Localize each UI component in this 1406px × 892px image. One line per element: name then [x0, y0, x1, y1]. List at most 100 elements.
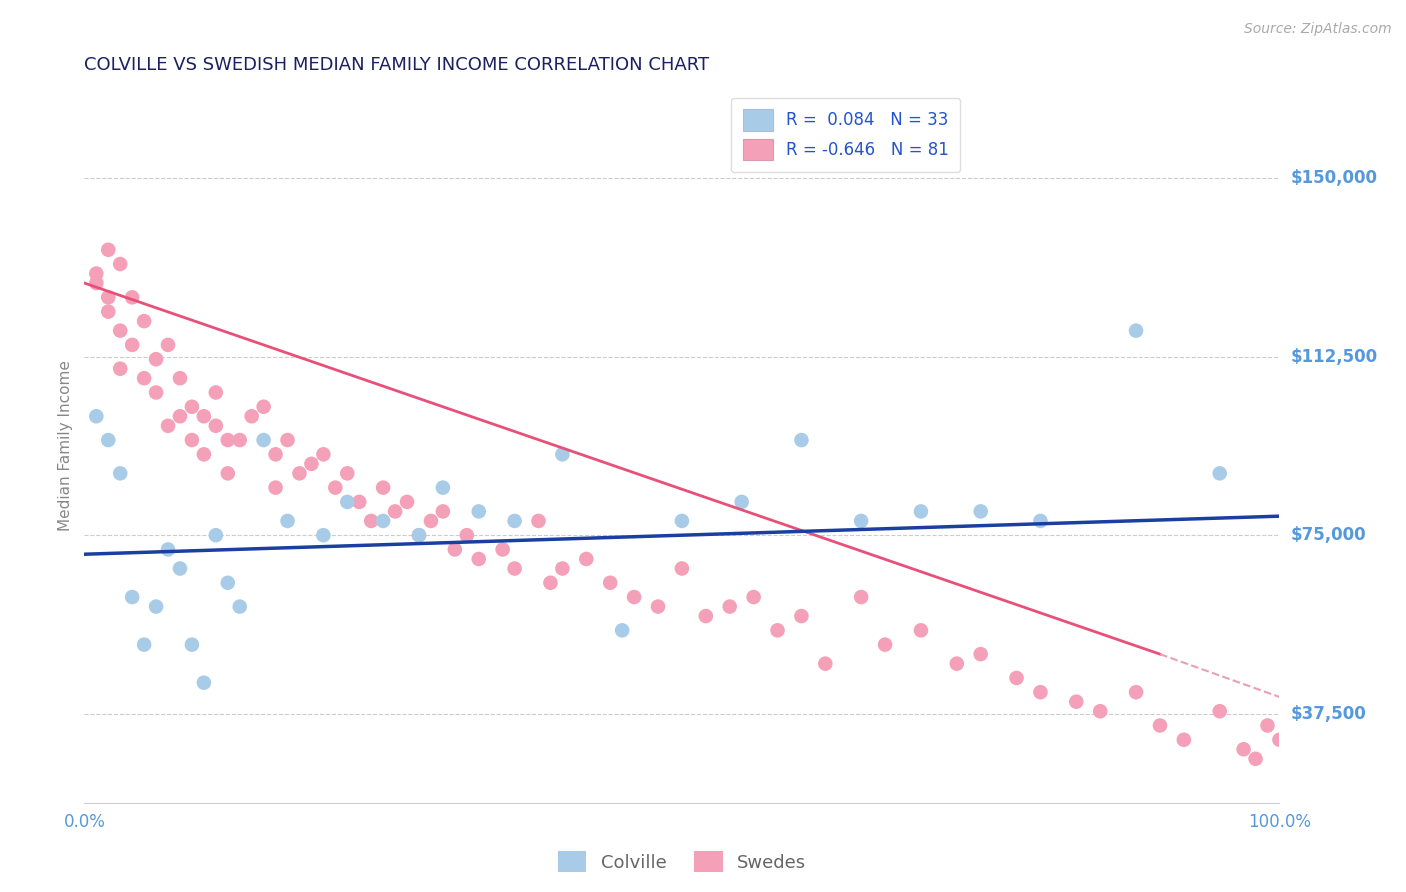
Point — [1005, 671, 1028, 685]
Point — [671, 514, 693, 528]
Point — [718, 599, 741, 614]
Point — [84, 267, 107, 281]
Point — [157, 418, 180, 433]
Point — [121, 338, 143, 352]
Point — [323, 481, 346, 495]
Point — [671, 561, 693, 575]
Point — [97, 433, 120, 447]
Point — [731, 495, 754, 509]
Point — [408, 528, 430, 542]
Legend: Colville, Swedes: Colville, Swedes — [550, 844, 814, 880]
Point — [240, 409, 263, 424]
Point — [432, 481, 454, 495]
Point — [456, 528, 478, 542]
Text: $37,500: $37,500 — [1291, 705, 1367, 723]
Text: $75,000: $75,000 — [1291, 526, 1367, 544]
Point — [288, 467, 311, 481]
Point — [1066, 695, 1088, 709]
Point — [647, 599, 669, 614]
Point — [180, 400, 202, 414]
Point — [169, 371, 191, 385]
Point — [849, 514, 872, 528]
Point — [276, 514, 298, 528]
Point — [551, 561, 574, 575]
Point — [610, 624, 633, 638]
Point — [110, 257, 132, 271]
Point — [228, 599, 252, 614]
Point — [157, 338, 180, 352]
Point — [217, 467, 239, 481]
Point — [169, 409, 191, 424]
Point — [419, 514, 441, 528]
Point — [551, 447, 574, 461]
Point — [467, 504, 491, 518]
Point — [408, 528, 430, 542]
Point — [444, 542, 467, 557]
Point — [432, 504, 454, 518]
Point — [1256, 718, 1278, 732]
Point — [84, 276, 107, 290]
Point — [145, 385, 167, 400]
Point — [910, 504, 932, 518]
Point — [193, 409, 215, 424]
Point — [970, 504, 993, 518]
Point — [205, 528, 228, 542]
Point — [97, 290, 120, 304]
Point — [132, 371, 156, 385]
Point — [384, 504, 406, 518]
Point — [169, 561, 191, 575]
Point — [349, 495, 371, 509]
Point — [145, 352, 167, 367]
Point — [312, 528, 335, 542]
Point — [1088, 704, 1111, 718]
Text: Source: ZipAtlas.com: Source: ZipAtlas.com — [1244, 22, 1392, 37]
Point — [132, 314, 156, 328]
Point — [132, 638, 156, 652]
Text: $150,000: $150,000 — [1291, 169, 1378, 187]
Point — [217, 433, 239, 447]
Point — [814, 657, 837, 671]
Point — [264, 447, 287, 461]
Point — [695, 609, 717, 624]
Point — [945, 657, 967, 671]
Point — [145, 599, 167, 614]
Point — [110, 361, 132, 376]
Point — [527, 514, 550, 528]
Point — [360, 514, 382, 528]
Point — [312, 447, 335, 461]
Point — [110, 467, 132, 481]
Point — [970, 647, 993, 661]
Point — [467, 552, 491, 566]
Point — [849, 590, 872, 604]
Point — [193, 675, 215, 690]
Point — [228, 433, 252, 447]
Point — [1149, 718, 1171, 732]
Point — [396, 495, 419, 509]
Point — [276, 433, 298, 447]
Point — [264, 481, 287, 495]
Point — [790, 433, 813, 447]
Point — [1268, 732, 1291, 747]
Point — [1029, 685, 1052, 699]
Point — [180, 638, 202, 652]
Point — [205, 385, 228, 400]
Point — [503, 514, 526, 528]
Point — [336, 495, 359, 509]
Point — [205, 418, 228, 433]
Point — [1232, 742, 1254, 756]
Text: COLVILLE VS SWEDISH MEDIAN FAMILY INCOME CORRELATION CHART: COLVILLE VS SWEDISH MEDIAN FAMILY INCOME… — [84, 56, 710, 74]
Point — [790, 609, 813, 624]
Point — [875, 638, 897, 652]
Point — [97, 243, 120, 257]
Point — [217, 575, 239, 590]
Text: $112,500: $112,500 — [1291, 348, 1378, 366]
Point — [575, 552, 598, 566]
Point — [910, 624, 932, 638]
Point — [84, 409, 107, 424]
Point — [1029, 514, 1052, 528]
Point — [97, 304, 120, 318]
Point — [371, 514, 394, 528]
Point — [623, 590, 645, 604]
Point — [599, 575, 621, 590]
Point — [110, 324, 132, 338]
